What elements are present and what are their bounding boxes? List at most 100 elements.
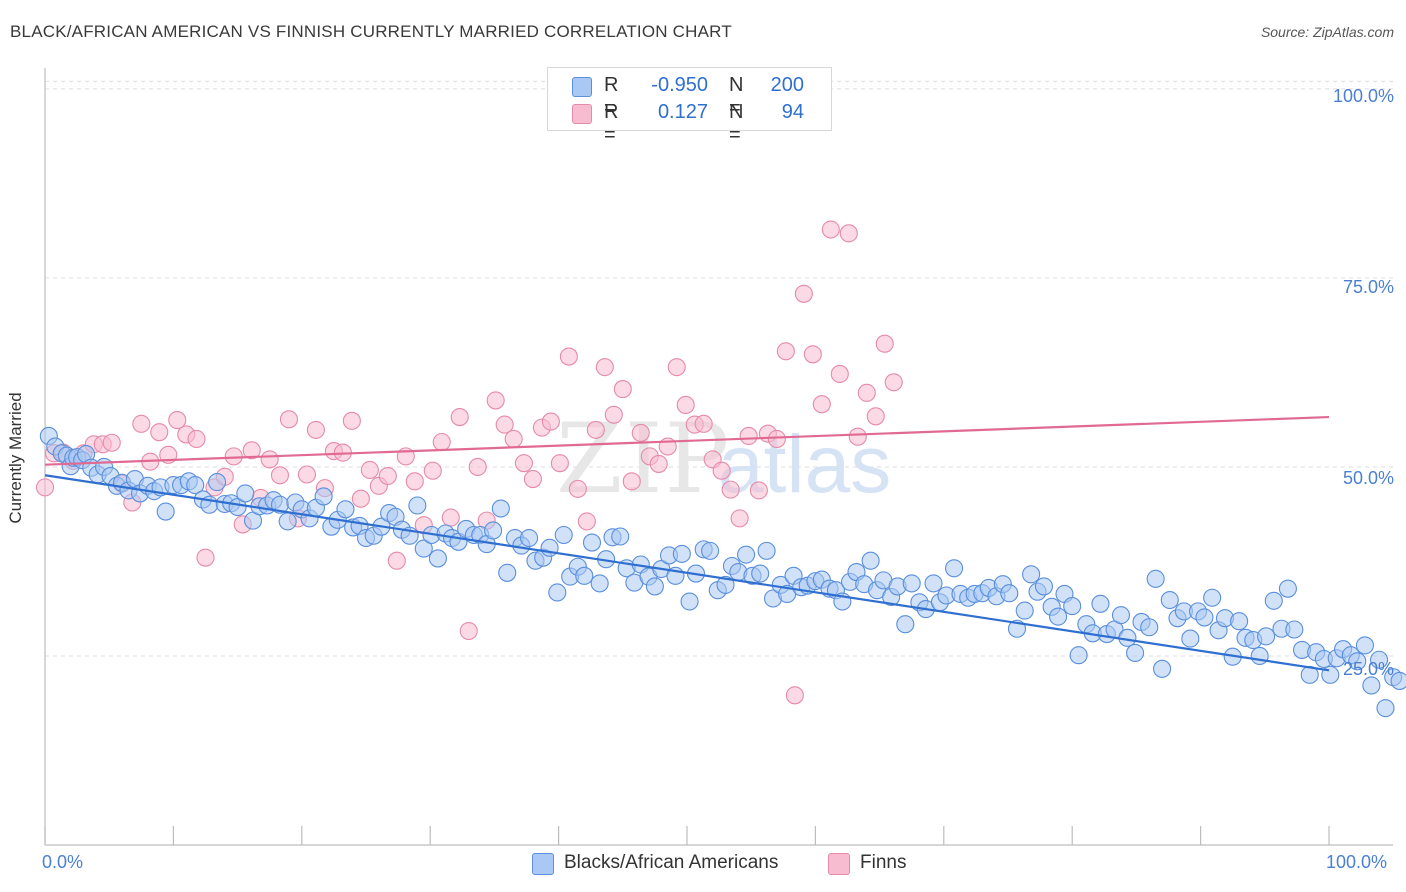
legend-n-label: N = bbox=[729, 74, 744, 119]
blacks-point bbox=[757, 541, 776, 560]
blacks-point bbox=[336, 500, 355, 519]
blacks-point bbox=[945, 559, 964, 578]
finns-point bbox=[351, 489, 370, 508]
finns-point bbox=[150, 423, 169, 442]
blacks-point bbox=[186, 476, 205, 495]
blacks-point bbox=[1063, 597, 1082, 616]
finns-point bbox=[541, 412, 560, 431]
legend-label: Finns bbox=[860, 852, 907, 873]
finns-point bbox=[749, 481, 768, 500]
finns-point bbox=[559, 347, 578, 366]
finns-point bbox=[776, 342, 795, 361]
legend-r-value: 0.127 bbox=[657, 101, 708, 123]
finns-point bbox=[884, 373, 903, 392]
source-label: Source: ZipAtlas.com bbox=[1260, 24, 1394, 40]
y-axis-label: Currently Married bbox=[6, 392, 25, 524]
blacks-point bbox=[498, 563, 517, 582]
blacks-point bbox=[408, 496, 427, 515]
finns-point bbox=[423, 461, 442, 480]
finns-point bbox=[857, 383, 876, 402]
finns-point bbox=[450, 407, 469, 427]
legend-n-label: N = bbox=[729, 101, 744, 146]
finns-point bbox=[196, 548, 215, 567]
correlation-legend: R = -0.950 N = 200 R = 0.127 N = 94 bbox=[547, 67, 832, 146]
blacks-point bbox=[1264, 591, 1283, 610]
blacks-point bbox=[236, 484, 255, 503]
finns-point bbox=[405, 472, 424, 491]
blacks-point bbox=[902, 574, 921, 593]
blacks-point bbox=[1140, 618, 1159, 637]
finns-point bbox=[514, 454, 533, 473]
finns-point bbox=[342, 411, 361, 430]
finns-point bbox=[595, 358, 614, 377]
finns-point bbox=[712, 461, 731, 480]
finns-point bbox=[631, 423, 650, 442]
finns-point bbox=[568, 479, 587, 498]
finns-point bbox=[785, 686, 804, 705]
blacks-point bbox=[548, 583, 567, 602]
finns-point bbox=[848, 427, 867, 446]
blacks-point bbox=[611, 527, 630, 546]
legend-swatch-pink bbox=[828, 853, 850, 875]
x-tick-label: 100.0% bbox=[1326, 852, 1388, 872]
finns-point bbox=[360, 460, 379, 480]
blacks-point bbox=[1257, 627, 1276, 646]
blacks-point bbox=[208, 473, 227, 492]
blacks-point bbox=[1015, 601, 1034, 620]
blacks-point bbox=[1069, 646, 1088, 665]
finns-point bbox=[279, 410, 299, 429]
blacks-point bbox=[1000, 584, 1019, 603]
finns-point bbox=[767, 429, 786, 449]
blacks-point bbox=[737, 545, 756, 564]
blacks-point bbox=[1049, 607, 1068, 626]
finns-point bbox=[676, 395, 695, 415]
finns-point bbox=[306, 420, 325, 439]
y-tick-label: 100.0% bbox=[1332, 86, 1394, 106]
blacks-point bbox=[716, 575, 735, 594]
blacks-point bbox=[1348, 652, 1367, 671]
finns-point bbox=[270, 466, 290, 485]
blacks-point bbox=[428, 549, 447, 568]
finns-point bbox=[875, 334, 894, 353]
legend-r-label: R = bbox=[604, 101, 619, 146]
blacks-point bbox=[701, 541, 720, 560]
blacks-point bbox=[520, 528, 539, 548]
finns-point bbox=[297, 465, 316, 484]
blacks-point bbox=[414, 539, 433, 558]
blacks-point bbox=[582, 533, 602, 552]
finns-point bbox=[586, 420, 605, 439]
finns-point bbox=[168, 411, 187, 430]
blacks-point bbox=[484, 521, 503, 540]
legend-n-value: 94 bbox=[781, 101, 804, 123]
blacks-point bbox=[1390, 671, 1406, 690]
blacks-point bbox=[314, 487, 333, 506]
y-tick-label: 50.0% bbox=[1342, 468, 1394, 488]
finns-point bbox=[721, 480, 740, 499]
finns-point bbox=[613, 380, 632, 399]
finns-point bbox=[378, 466, 397, 486]
blacks-point bbox=[672, 544, 691, 563]
blacks-point bbox=[1091, 594, 1110, 613]
blacks-point bbox=[1111, 606, 1131, 625]
finns-point bbox=[866, 407, 885, 426]
finns-point bbox=[432, 432, 451, 452]
finns-point bbox=[794, 284, 813, 303]
finns-point bbox=[821, 220, 840, 239]
finns-point bbox=[604, 405, 623, 424]
blacks-point bbox=[156, 502, 175, 521]
finns-point bbox=[577, 512, 596, 531]
blacks-point bbox=[896, 615, 915, 634]
blacks-trend-line bbox=[44, 474, 1330, 672]
blacks-point bbox=[575, 566, 594, 585]
chart-title: BLACK/AFRICAN AMERICAN VS FINNISH CURREN… bbox=[10, 22, 732, 41]
legend-swatch-blue bbox=[532, 853, 554, 875]
blacks-point bbox=[1160, 590, 1179, 610]
finns-point bbox=[739, 426, 758, 446]
x-tick-label: 0.0% bbox=[42, 852, 84, 872]
blacks-point bbox=[590, 574, 609, 593]
blacks-point bbox=[645, 577, 664, 596]
blacks-point bbox=[1181, 629, 1200, 648]
legend-r-value: -0.950 bbox=[651, 74, 708, 96]
finns-point bbox=[132, 414, 151, 433]
blacks-point bbox=[1355, 636, 1375, 655]
